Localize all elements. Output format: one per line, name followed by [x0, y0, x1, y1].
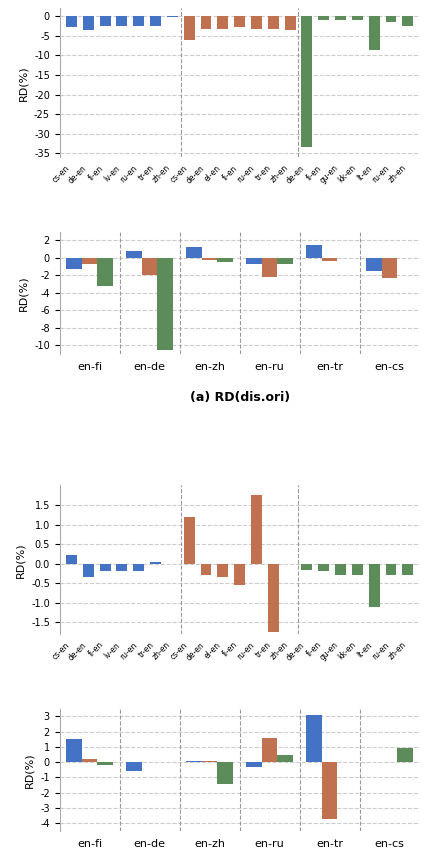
Bar — [382, 258, 397, 278]
Bar — [306, 245, 322, 258]
Bar — [366, 258, 382, 271]
Bar — [386, 16, 397, 22]
Bar — [277, 755, 293, 762]
Bar — [83, 564, 94, 577]
Bar — [335, 16, 346, 20]
Bar — [158, 258, 173, 349]
Bar — [322, 258, 337, 260]
Y-axis label: RD(%): RD(%) — [15, 542, 26, 577]
Bar — [116, 564, 127, 572]
Bar — [126, 762, 142, 772]
Bar — [186, 761, 202, 762]
Bar — [335, 564, 346, 576]
Bar — [302, 564, 312, 570]
Y-axis label: RD(%): RD(%) — [18, 65, 29, 101]
Bar — [133, 16, 144, 26]
Y-axis label: RD(%): RD(%) — [25, 752, 35, 788]
Bar — [66, 16, 77, 27]
Bar — [262, 738, 277, 762]
Bar — [98, 762, 113, 765]
Bar — [386, 564, 397, 576]
Bar — [98, 258, 113, 286]
Bar — [403, 16, 413, 26]
Bar — [268, 564, 279, 632]
Bar — [133, 564, 144, 572]
Bar — [251, 16, 262, 29]
Text: (a) RD(dis.ori): (a) RD(dis.ori) — [190, 391, 290, 404]
Bar — [217, 16, 228, 29]
Bar — [306, 715, 322, 762]
Bar — [277, 258, 293, 264]
Bar — [82, 258, 98, 264]
Bar — [66, 739, 82, 762]
Bar — [116, 16, 127, 26]
Bar — [251, 495, 262, 564]
Bar — [352, 16, 363, 20]
Bar — [285, 16, 296, 30]
Bar — [82, 759, 98, 762]
Bar — [100, 16, 110, 26]
Y-axis label: RD(%): RD(%) — [19, 275, 29, 310]
Bar — [142, 258, 158, 276]
Bar — [66, 555, 77, 564]
Bar — [302, 16, 312, 148]
Bar — [403, 564, 413, 576]
Bar — [397, 749, 413, 762]
Bar — [66, 258, 82, 270]
Bar — [184, 16, 195, 40]
Bar — [100, 564, 110, 572]
Bar — [186, 247, 202, 258]
Bar — [318, 564, 329, 572]
Bar — [352, 564, 363, 576]
Bar — [322, 762, 337, 819]
Bar — [234, 16, 245, 27]
Bar — [184, 516, 195, 564]
Bar — [318, 16, 329, 20]
Bar — [246, 258, 262, 264]
Bar — [369, 564, 380, 606]
Bar — [268, 16, 279, 29]
Bar — [262, 258, 277, 277]
Bar — [126, 251, 142, 258]
Bar — [217, 258, 233, 262]
Bar — [234, 564, 245, 585]
Bar — [83, 16, 94, 30]
Bar — [217, 564, 228, 577]
Bar — [202, 258, 217, 259]
Bar — [201, 16, 211, 29]
Bar — [369, 16, 380, 49]
Bar — [150, 16, 161, 26]
Bar — [201, 564, 211, 576]
Bar — [150, 561, 161, 564]
Bar — [217, 762, 233, 784]
Bar — [246, 762, 262, 767]
